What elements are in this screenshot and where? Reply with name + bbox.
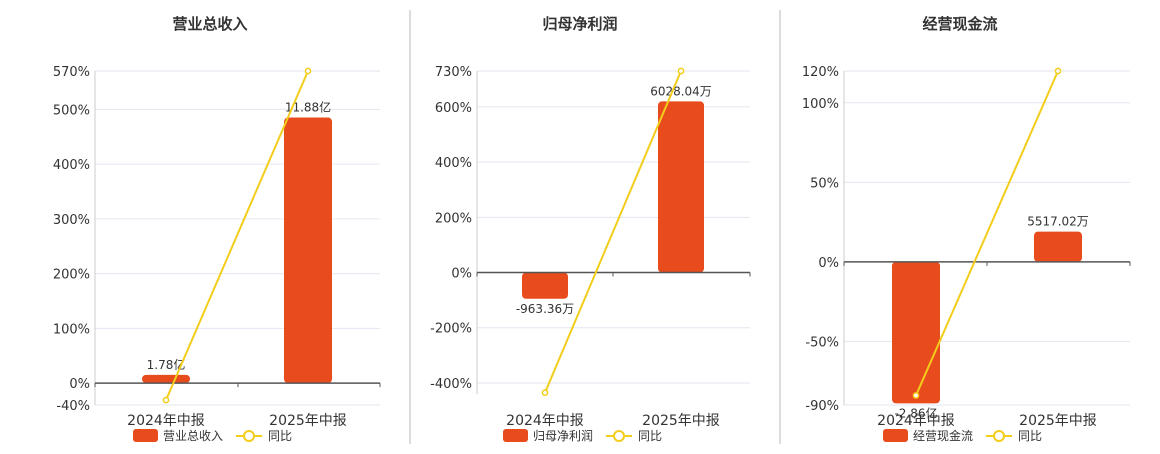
legend-bar-swatch xyxy=(503,429,528,442)
legend-bar-label: 营业总收入 xyxy=(163,429,223,443)
legend-line-marker xyxy=(243,430,255,442)
x-category-label: 2024年中报 xyxy=(877,413,955,429)
y-tick-label: -50% xyxy=(805,335,839,350)
bar[interactable] xyxy=(658,101,704,273)
y-tick-label: 500% xyxy=(53,103,90,118)
x-category-label: 2024年中报 xyxy=(506,413,584,429)
y-tick-label: 0% xyxy=(451,267,472,282)
chart-title: 归母净利润 xyxy=(542,15,617,33)
legend-bar-swatch xyxy=(883,429,908,442)
x-category-label: 2024年中报 xyxy=(127,413,205,429)
y-tick-label: 200% xyxy=(435,211,472,226)
bar-value-label: 11.88亿 xyxy=(285,100,331,115)
bar-value-label: -963.36万 xyxy=(516,302,574,316)
bar[interactable] xyxy=(522,272,568,299)
legend-bar-swatch xyxy=(133,429,158,442)
chart-title: 经营现金流 xyxy=(922,15,997,33)
yoy-point[interactable] xyxy=(677,67,685,75)
y-tick-label: 50% xyxy=(810,176,839,191)
bar-value-label: 5517.02万 xyxy=(1027,215,1089,229)
x-category-label: 2025年中报 xyxy=(269,413,347,429)
yoy-point[interactable] xyxy=(912,392,920,399)
legend-bar-label: 经营现金流 xyxy=(913,428,973,443)
y-tick-label: 730% xyxy=(435,65,472,80)
y-tick-label: 0% xyxy=(69,377,90,392)
y-tick-label: -400% xyxy=(430,377,472,392)
y-tick-label: 120% xyxy=(802,65,839,80)
y-tick-label: 100% xyxy=(53,322,90,337)
y-tick-label: 300% xyxy=(53,213,90,228)
yoy-line xyxy=(915,70,1059,396)
bar-value-label: -2.86亿 xyxy=(894,405,937,420)
legend-bar-label: 归母净利润 xyxy=(533,429,593,443)
x-category-label: 2025年中报 xyxy=(642,413,720,429)
legend-line-marker xyxy=(613,430,625,442)
legend-line-label: 同比 xyxy=(638,429,662,443)
y-tick-label: 570% xyxy=(53,65,90,80)
yoy-line xyxy=(544,70,682,394)
y-tick-label: -40% xyxy=(56,399,90,414)
legend-line-marker xyxy=(993,430,1005,442)
bar[interactable] xyxy=(142,374,190,384)
y-tick-label: 100% xyxy=(802,97,839,112)
yoy-line xyxy=(165,70,309,401)
bar[interactable] xyxy=(1034,231,1082,262)
y-tick-label: -200% xyxy=(430,322,472,337)
bar[interactable] xyxy=(892,261,940,404)
y-tick-label: 0% xyxy=(818,256,839,271)
y-tick-label: -90% xyxy=(805,399,839,414)
y-tick-label: 400% xyxy=(53,158,90,173)
legend-line-label: 同比 xyxy=(1018,429,1042,443)
yoy-point[interactable] xyxy=(162,396,170,404)
yoy-point[interactable] xyxy=(304,67,312,75)
yoy-point[interactable] xyxy=(1054,67,1062,75)
legend-line-label: 同比 xyxy=(268,429,292,443)
bar-value-label: 6028.04万 xyxy=(650,84,712,98)
y-tick-label: 400% xyxy=(435,156,472,171)
yoy-point[interactable] xyxy=(541,389,549,396)
bar[interactable] xyxy=(284,117,332,384)
bar-value-label: 1.78亿 xyxy=(147,357,186,372)
y-tick-label: 600% xyxy=(435,101,472,116)
x-category-label: 2025年中报 xyxy=(1019,413,1097,429)
y-tick-label: 200% xyxy=(53,268,90,283)
chart-title: 营业总收入 xyxy=(172,15,247,33)
